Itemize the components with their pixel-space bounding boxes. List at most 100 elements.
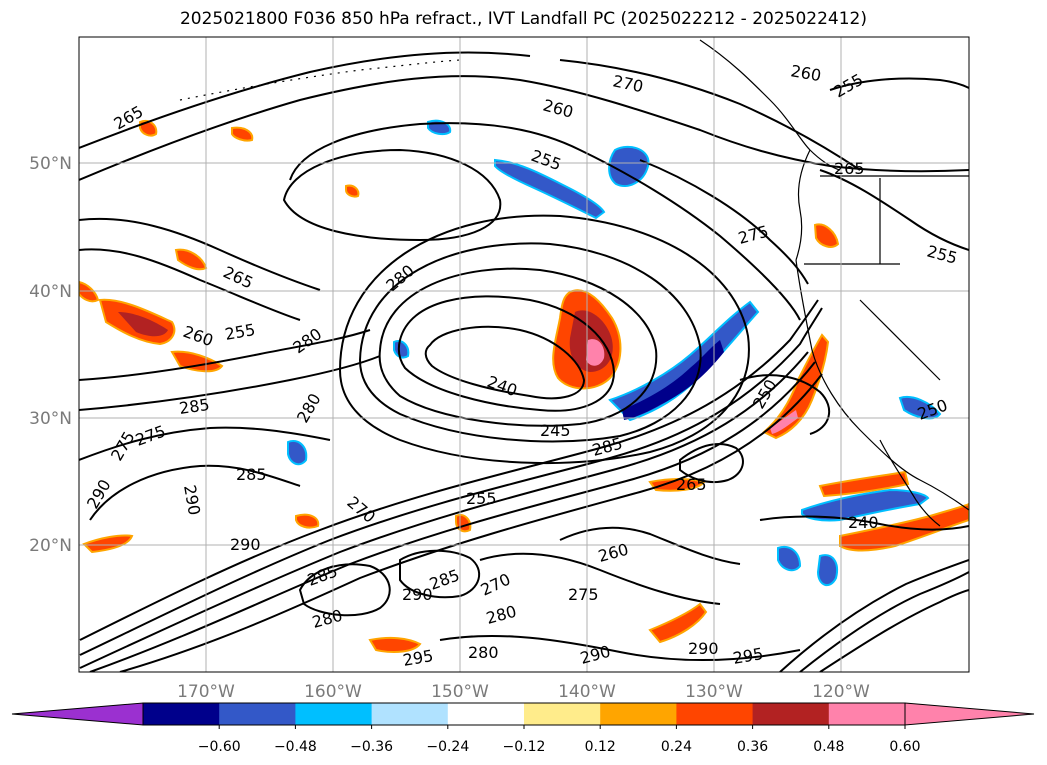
contour-e-240 [759,515,969,531]
colorbar-segment [219,703,296,725]
contour-low-4 [358,242,702,443]
contour-coast-255 [829,77,969,91]
shade-red-coast [813,223,840,248]
colorbar-tick-label: −0.48 [274,739,317,755]
shade-red-w5 [231,126,254,142]
contour-jet-4 [89,361,816,672]
shade-blue-mid [287,440,308,466]
colorbar-tick-label: 0.36 [737,739,768,755]
state-border-4 [859,299,941,381]
colorbar-segment [828,703,906,725]
shade-red-w7 [295,513,320,529]
latitude-axis: 50°N 40°N 30°N 20°N [29,154,72,556]
contour-sw-loop2 [399,549,481,599]
colorbar-tick-label: 0.60 [889,739,920,755]
lat-label-40: 40°N [29,282,72,302]
gridlines [79,37,969,672]
contour-e-280 [679,443,744,484]
coastlines [179,39,969,527]
colorbar-tick-label: 0.48 [813,739,844,755]
plot-border [78,36,970,673]
shade-blue-north2 [608,145,650,187]
colorbar-segment [752,703,830,725]
contour-lines [79,51,969,672]
shade-red-w6 [345,184,360,198]
colorbar-tick-label: −0.60 [198,739,241,755]
contour-label: 265 [834,159,865,178]
contour-west-275 [79,426,331,461]
contour-north-270 [559,59,861,171]
colorbar-tick-label: 0.12 [585,739,616,755]
shade-blue-arc [608,300,760,422]
contour-label: 290 [688,639,719,658]
shade-blue-north [494,158,606,220]
contour-nw-loop [282,148,502,242]
contour-west-285 [79,355,381,411]
shade-red-sw [82,534,134,554]
shade-red-east [762,333,830,440]
colorbar-segment [600,703,677,725]
contour-west-280 [79,329,371,381]
contour-s-275 [479,552,721,605]
map-plot-area: 270 260 255 255 265 260 275 265 265 260 … [79,37,969,672]
shade-red-se1 [818,470,910,498]
contour-low-3 [378,267,658,427]
contour-west-265 [79,217,321,291]
colorbar-segment [524,703,601,725]
contour-west-260 [79,248,301,321]
shade-red-south [368,636,422,653]
lon-label-150w: 150°W [431,682,489,702]
colorbar-tick-label: −0.36 [350,739,393,755]
contour-s-290 [439,634,801,662]
colorbar-segment [447,703,525,725]
shade-blue-se [801,488,930,522]
coastline-baja [879,439,941,527]
lat-label-50: 50°N [29,154,72,174]
colorbar: −0.60 −0.48 −0.36 −0.24 −0.12 0.12 0.24 0.36 0.4… [11,702,1035,755]
shade-blue-se2 [777,546,802,572]
lon-label-160w: 160°W [304,682,362,702]
contour-label: 285 [236,465,267,484]
map-title: 2025021800 F036 850 hPa refract., IVT La… [179,9,867,29]
colorbar-segments [143,703,906,725]
contour-se-3 [779,559,969,672]
contour-north-265 [79,51,531,149]
contour-label: 285 [178,395,211,418]
colorbar-segment [295,703,373,725]
contour-label: 275 [568,585,599,604]
contour-label: 265 [676,475,707,494]
shade-blue-mid2 [393,340,410,359]
lat-label-30: 30°N [29,409,72,429]
contour-coast-265 [819,169,969,251]
lon-label-130w: 130°W [685,682,743,702]
lon-label-140w: 140°W [558,682,616,702]
shade-darkblue-arc [622,340,724,420]
shade-blue-east [898,396,942,420]
contour-low-2 [397,295,616,412]
lat-label-20: 20°N [29,536,72,556]
shade-red-nw-edge [79,280,100,303]
colorbar-ticks: −0.60 −0.48 −0.36 −0.24 −0.12 0.12 0.24 0.36 0.4… [198,725,921,755]
colorbar-segment [371,703,449,725]
contour-label: 245 [540,421,571,440]
contour-label: 290 [230,535,261,554]
contour-se-2 [819,589,969,672]
shade-pink-east [770,410,798,434]
contour-label: 255 [466,489,497,508]
contour-low-5 [338,214,750,465]
shade-pink-center [586,339,605,366]
lon-label-170w: 170°W [177,682,235,702]
longitude-axis: 170°W 160°W 150°W 140°W 130°W 120°W [177,682,870,702]
contour-label: 280 [468,643,499,662]
contour-north-255 [289,122,801,321]
colorbar-tick-label: −0.24 [426,739,469,755]
colorbar-arrow-left [11,702,144,726]
contour-label: 290 [402,585,433,604]
contour-label: 240 [848,513,879,532]
contour-low-inner [424,325,586,400]
colorbar-segment [676,703,754,725]
shade-red-orange-s [648,602,708,644]
contour-jet-5 [119,373,823,672]
colorbar-tick-label: 0.24 [661,739,692,755]
